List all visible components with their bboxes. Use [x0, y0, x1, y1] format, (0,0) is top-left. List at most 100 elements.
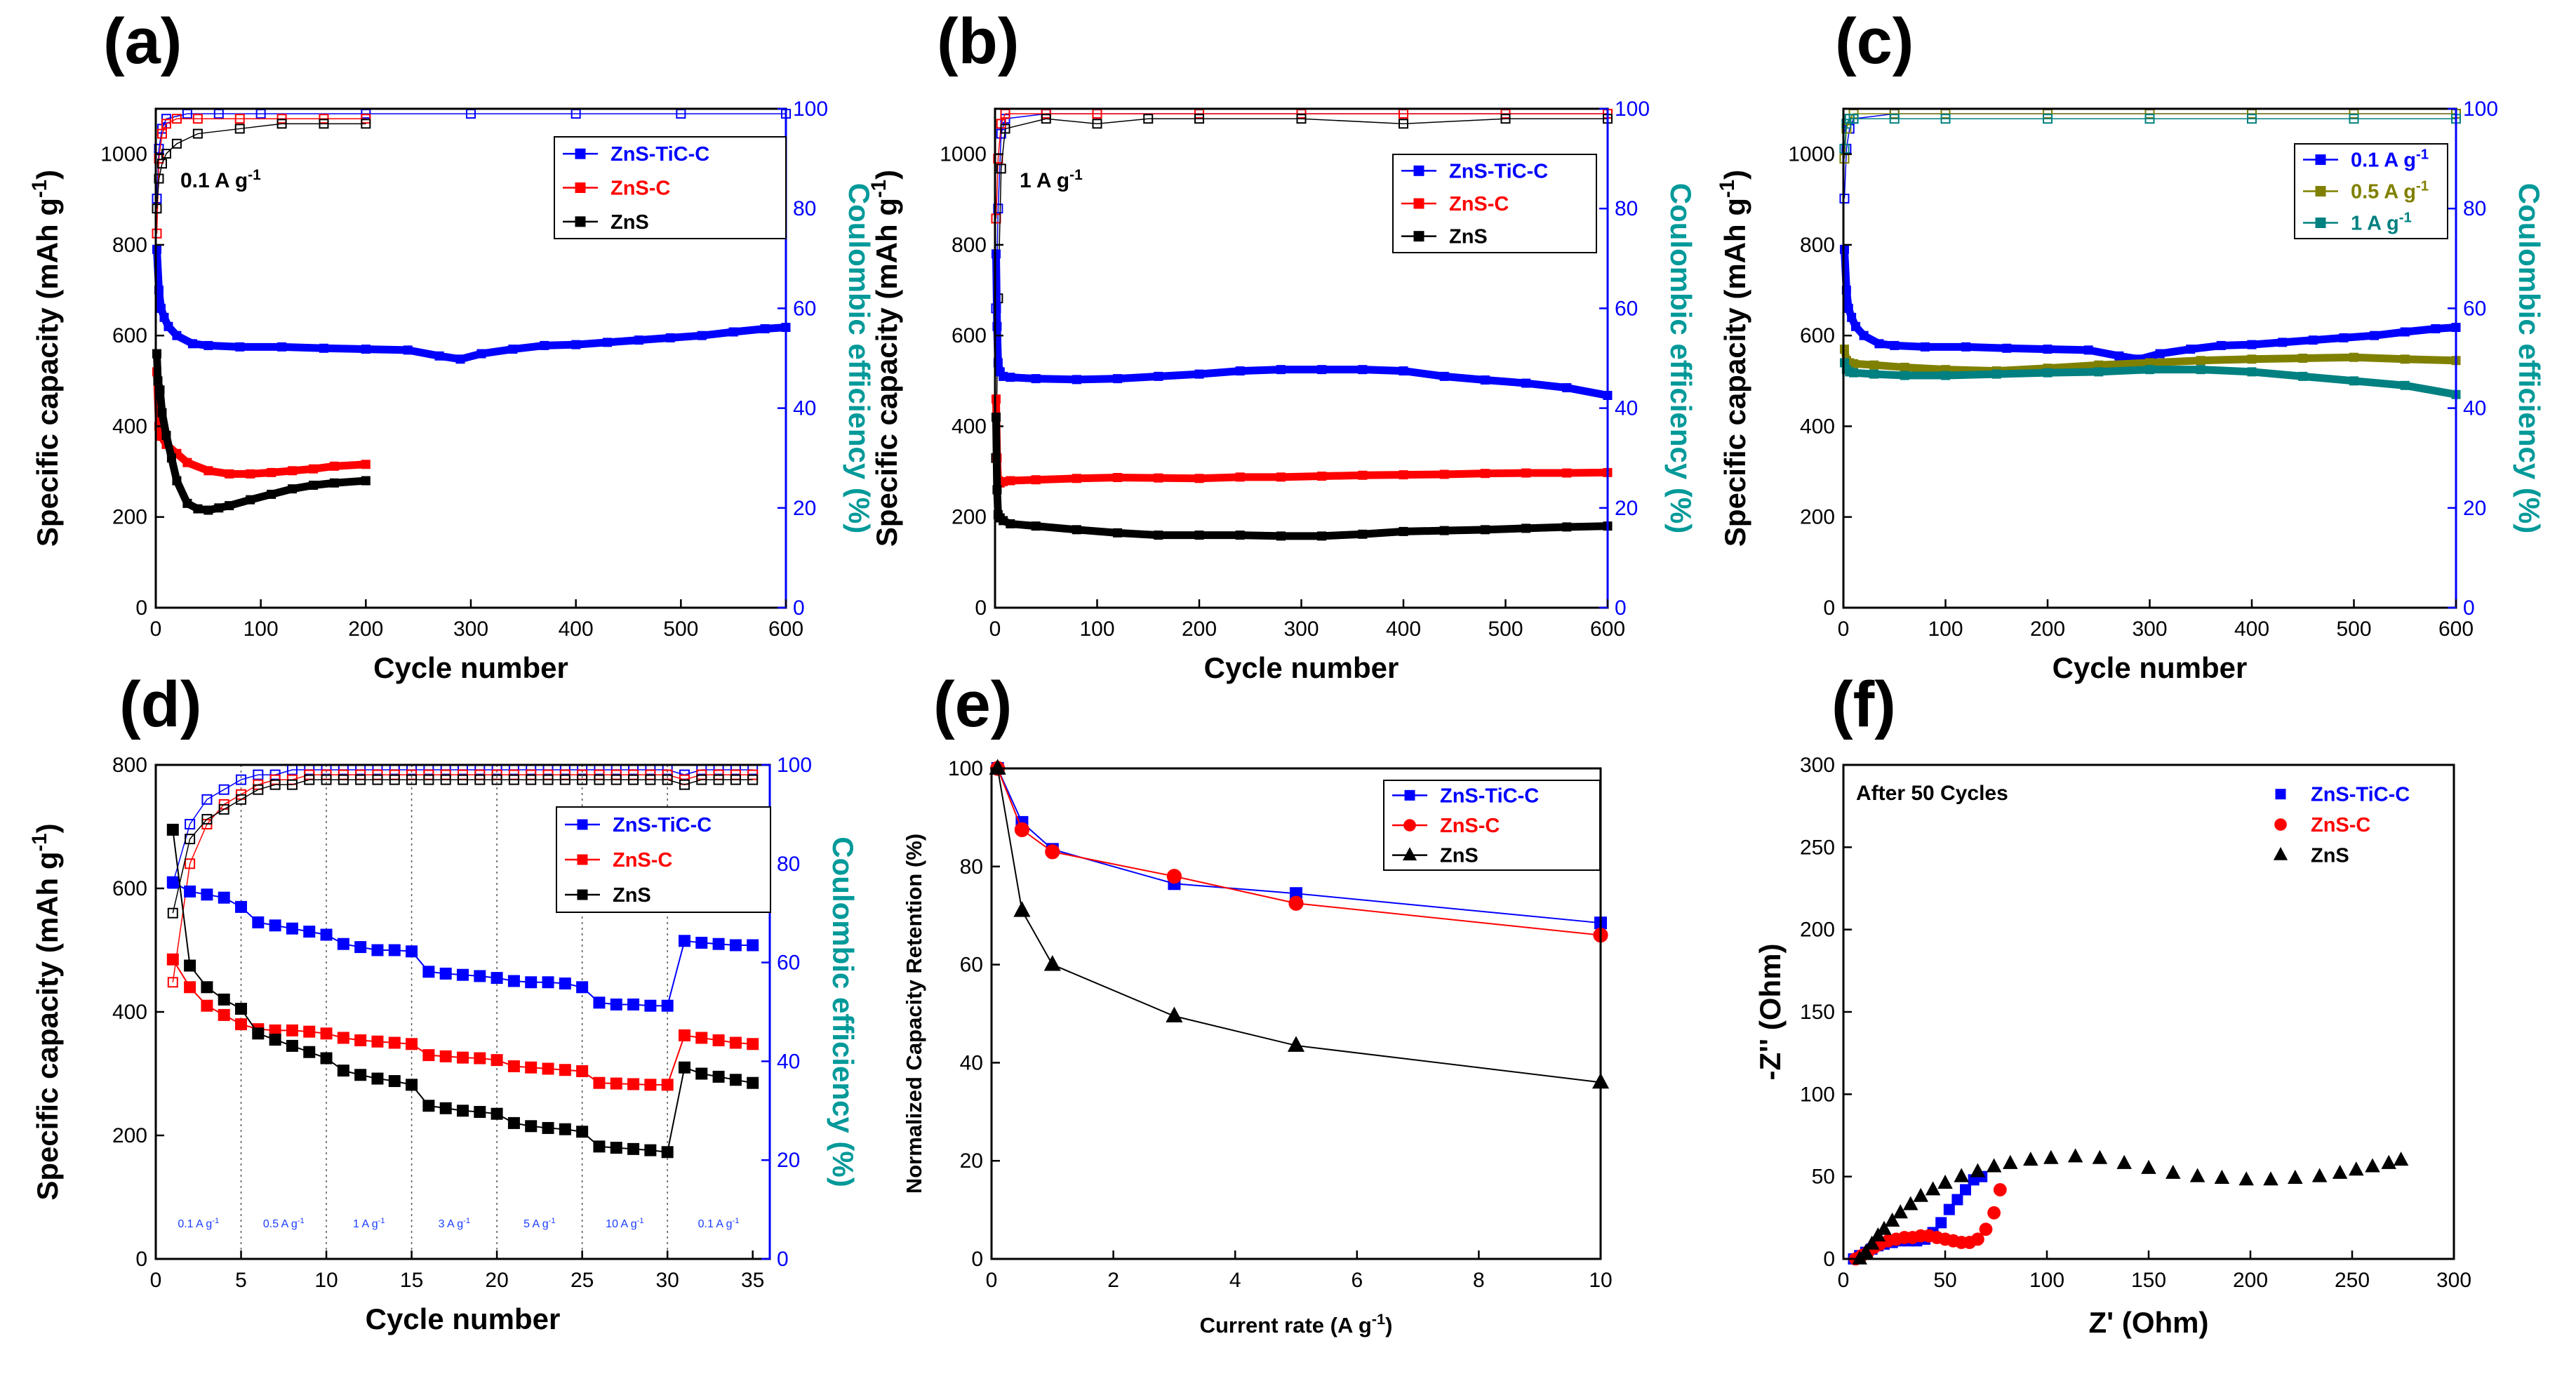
annotation: After 50 Cycles — [1856, 782, 2008, 805]
legend-marker — [2273, 846, 2288, 860]
data-point — [1013, 901, 1031, 917]
y-tick-label: 600 — [112, 877, 147, 900]
y-tick-label: 800 — [112, 234, 147, 257]
data-point — [1951, 1194, 1963, 1206]
y2-axis-label: Coulombic efficiency (%) — [2513, 183, 2546, 533]
data-point — [166, 876, 179, 888]
y2-axis-label: Coulombic efficiency (%) — [843, 183, 876, 533]
data-point — [203, 466, 213, 476]
legend-label: ZnS-C — [2311, 814, 2370, 836]
data-point — [354, 1034, 367, 1046]
data-point — [320, 1052, 333, 1065]
legend-entry: 0.5 A g-1 — [2303, 179, 2429, 204]
y-tick-label: 1000 — [1788, 143, 1835, 166]
data-point — [1902, 1196, 1918, 1210]
data-point — [610, 1142, 622, 1154]
data-point — [159, 312, 169, 322]
panel-b: (b)0 100 200 300 400 500 600020040060080010000… — [867, 6, 1698, 684]
data-point — [354, 1069, 367, 1081]
data-point — [2145, 365, 2154, 375]
data-point — [2165, 1164, 2181, 1179]
data-point — [634, 335, 643, 345]
ce-point — [440, 774, 451, 785]
ce-point — [2144, 114, 2155, 124]
y-tick-label: 60 — [960, 954, 983, 977]
data-point — [1521, 378, 1531, 388]
data-point — [203, 340, 213, 350]
data-point — [361, 345, 371, 354]
data-point — [1235, 531, 1245, 540]
panel-label: (e) — [933, 669, 1012, 740]
data-point — [1045, 844, 1060, 860]
data-point — [388, 944, 401, 956]
data-point — [214, 503, 224, 513]
x-tick-label: 10 — [1589, 1269, 1612, 1292]
legend-marker — [1402, 847, 1417, 861]
y2-tick-label: 100 — [777, 754, 812, 777]
legend-marker — [2274, 818, 2287, 831]
x-tick-label: 300 — [453, 618, 488, 641]
data-point — [288, 466, 298, 476]
data-point — [184, 885, 196, 898]
data-point — [218, 1008, 230, 1021]
data-point — [1154, 531, 1163, 540]
data-point — [627, 1142, 640, 1155]
y-tick-label: 0 — [971, 1248, 983, 1271]
data-point — [2214, 1169, 2230, 1184]
data-point — [457, 1051, 469, 1064]
ce-point — [234, 124, 245, 134]
ce-point — [185, 858, 196, 869]
y-axis-label: Specific capacity (mAh g-1) — [1716, 170, 1752, 547]
data-point — [184, 959, 196, 972]
data-point — [559, 978, 571, 990]
data-point — [320, 1027, 333, 1040]
ce-line — [995, 113, 1608, 219]
y-tick-label: 600 — [952, 324, 987, 347]
data-point — [2349, 376, 2358, 386]
legend-entry: ZnS — [2273, 844, 2349, 867]
data-point — [406, 945, 418, 958]
data-point — [2116, 1154, 2132, 1169]
data-point — [2311, 1168, 2328, 1182]
legend-entry: ZnS-C — [2274, 814, 2370, 836]
data-point — [1925, 1181, 1941, 1196]
ce-point — [1848, 114, 1859, 124]
panel-label: (d) — [119, 669, 201, 740]
data-point — [1317, 365, 1327, 375]
data-point — [1358, 365, 1368, 375]
data-point — [1920, 342, 1930, 352]
data-point — [361, 476, 371, 486]
ce-point — [218, 784, 229, 795]
data-point — [2381, 1154, 2396, 1169]
data-point — [992, 485, 1002, 495]
ce-point — [508, 774, 519, 785]
data-point — [337, 1065, 349, 1077]
y-axis-label: Specific capacity (mAh g-1) — [867, 170, 904, 547]
x-tick-label: 0 — [150, 618, 162, 641]
ce-point — [2247, 114, 2257, 124]
x-tick-label: 0 — [989, 618, 1001, 641]
data-point — [235, 342, 245, 352]
ce-point — [679, 779, 690, 790]
ce-point — [355, 774, 366, 785]
data-point — [644, 1079, 657, 1091]
ce-point — [2043, 114, 2053, 124]
ce-series — [167, 774, 759, 919]
legend-marker — [2315, 154, 2326, 165]
series-line — [1840, 249, 2457, 363]
data-point — [729, 939, 742, 952]
ce-point — [276, 114, 287, 124]
y-tick-label: 80 — [960, 855, 983, 879]
ce-point — [1399, 119, 1408, 129]
data-point — [182, 458, 192, 467]
data-point — [2247, 367, 2257, 377]
rate-label: 10 A g-1 — [606, 1217, 643, 1230]
data-point — [2349, 1161, 2364, 1176]
data-point — [1562, 383, 1572, 393]
data-point — [1954, 1168, 1969, 1182]
ce-point — [1296, 114, 1307, 124]
data-point — [172, 331, 182, 340]
data-point — [320, 928, 333, 941]
data-point — [1521, 468, 1531, 478]
ce-point — [406, 774, 418, 785]
